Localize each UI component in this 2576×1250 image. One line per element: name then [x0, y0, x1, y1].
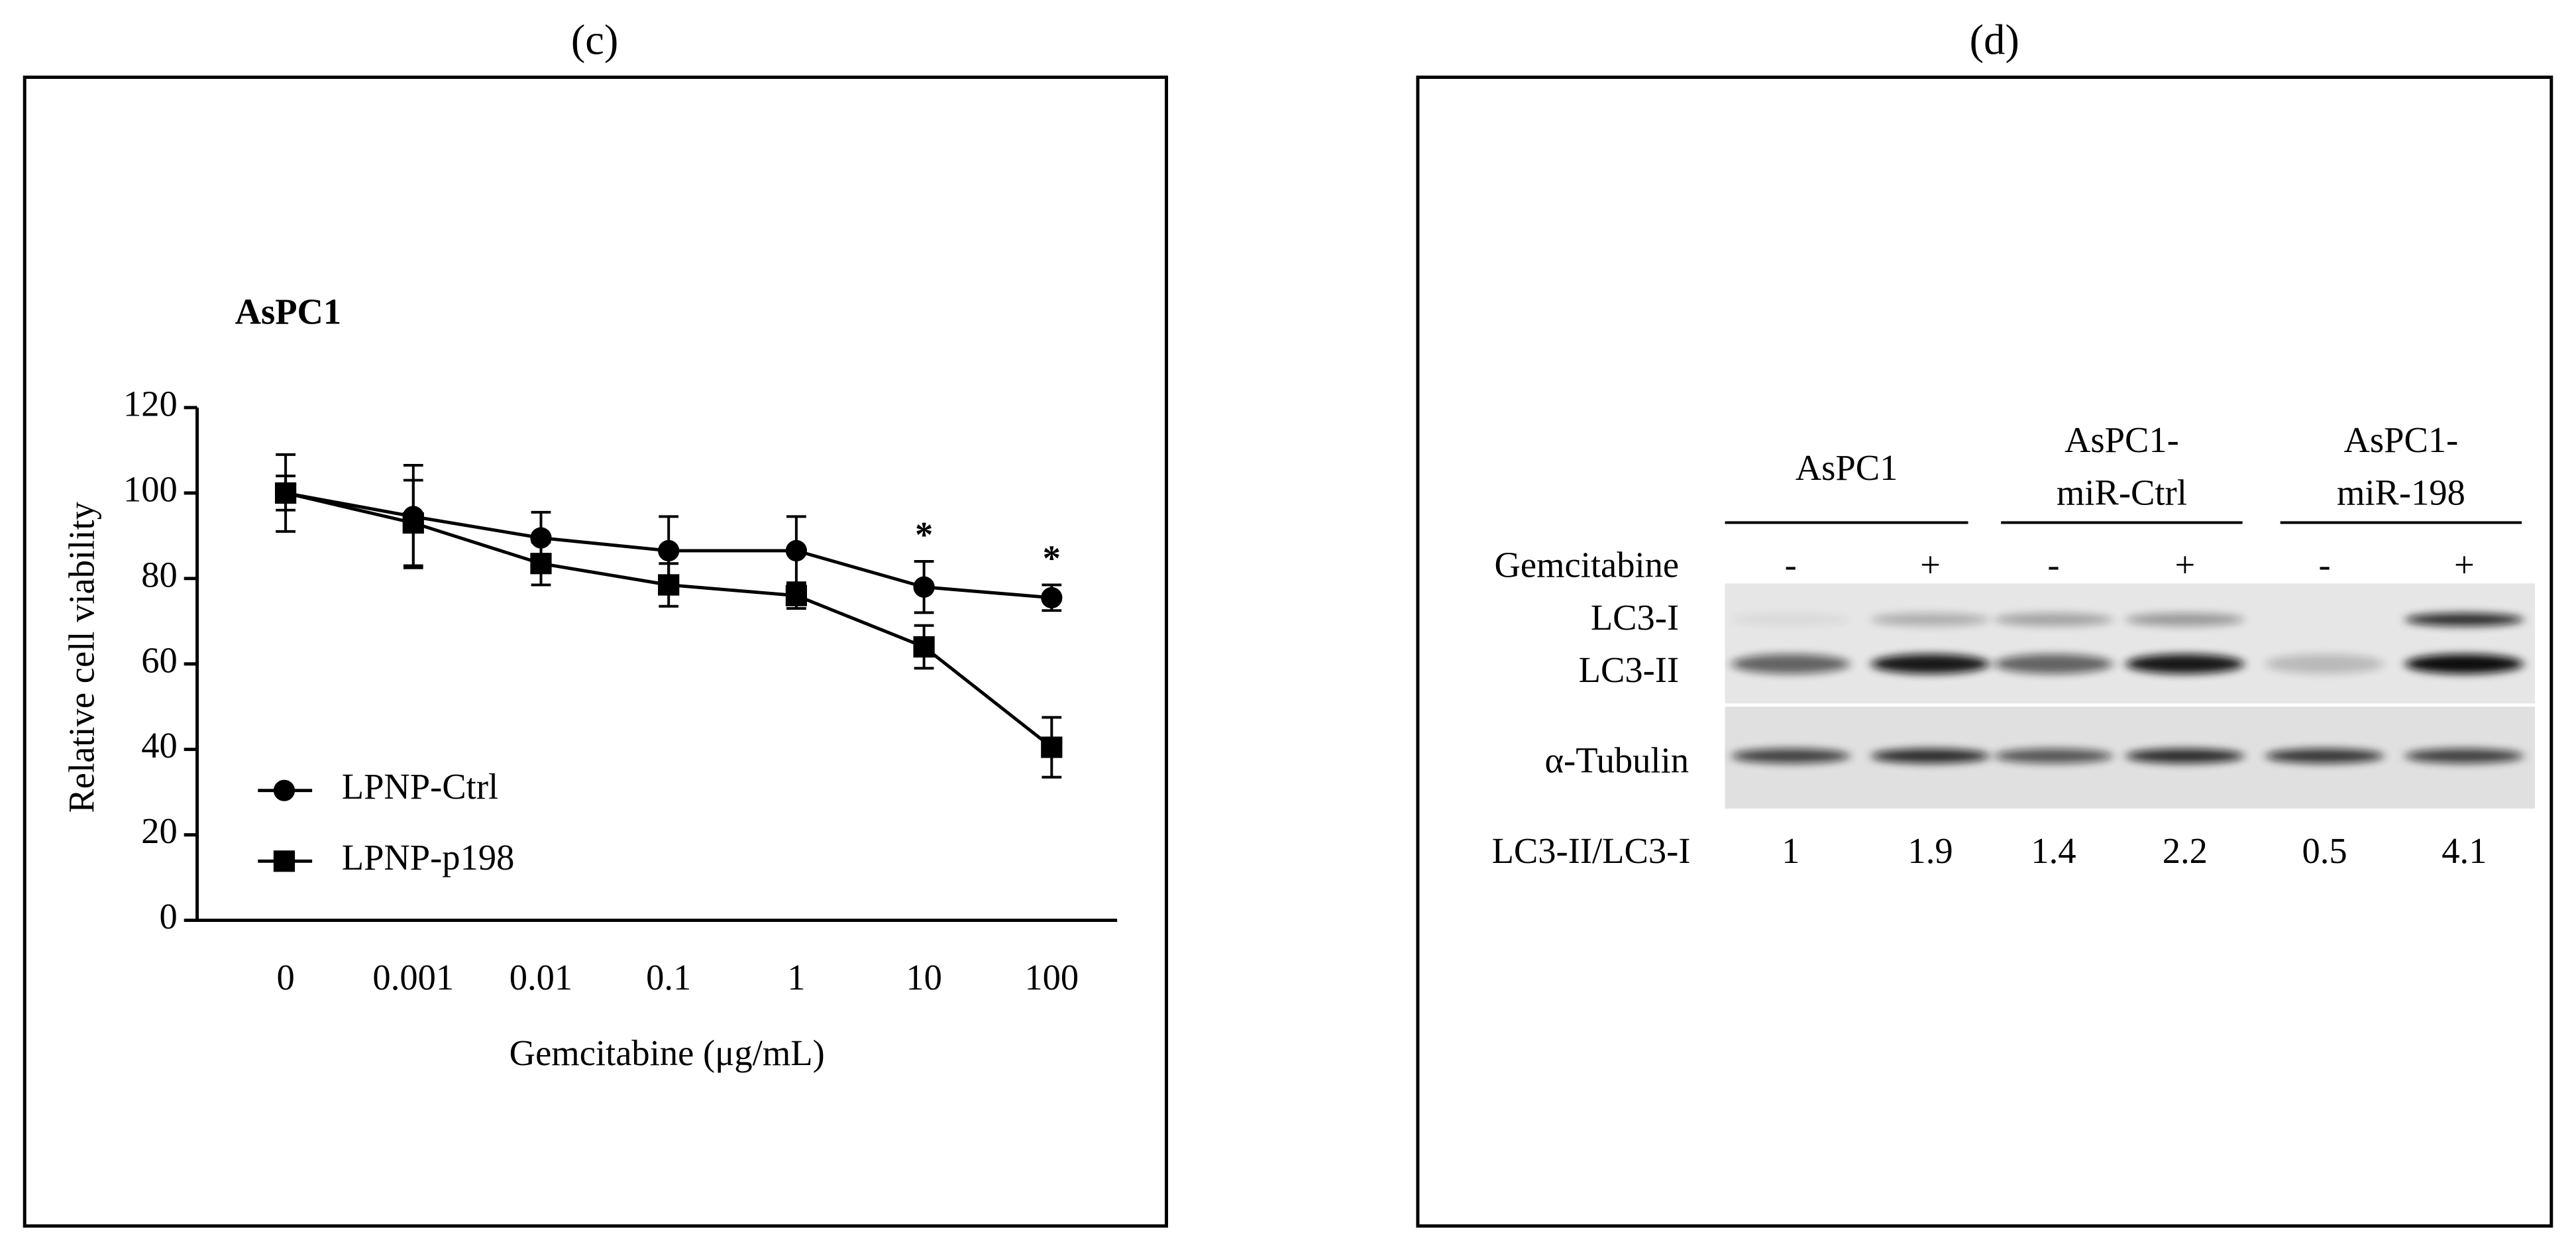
- blot-band: [2125, 653, 2245, 674]
- y-tick-label: 60: [141, 640, 178, 680]
- legend-label: LPNP-Ctrl: [342, 766, 498, 807]
- treatment-sign: -: [2319, 544, 2331, 585]
- treatment-label: Gemcitabine: [1494, 544, 1679, 585]
- annotation: *: [1043, 538, 1061, 578]
- treatment-sign: -: [2047, 544, 2059, 585]
- y-axis-label: Relative cell viability: [61, 501, 101, 813]
- marker: [1041, 587, 1063, 608]
- treatment-sign: +: [1920, 544, 1941, 585]
- panel-frame: [23, 76, 1168, 1228]
- legend-marker: [273, 850, 295, 872]
- y-tick-label: 120: [123, 383, 178, 424]
- blot-band: [2125, 748, 2245, 764]
- blot-band: [2265, 653, 2384, 674]
- group-label: miR-198: [2337, 472, 2465, 512]
- marker: [658, 574, 680, 596]
- panel-label: (d): [1970, 17, 2019, 64]
- x-tick-label: 0.01: [510, 957, 572, 997]
- marker: [530, 553, 552, 575]
- group-label: miR-Ctrl: [2057, 472, 2187, 512]
- blot-band: [1731, 653, 1851, 674]
- ratio-value: 1.4: [2031, 830, 2076, 871]
- ratio-value: 2.2: [2163, 830, 2208, 871]
- annotation: *: [915, 514, 933, 555]
- blot-band: [1994, 612, 2113, 626]
- x-tick-label: 0: [276, 957, 294, 997]
- ratio-value: 1.9: [1907, 830, 1953, 871]
- group-label: AsPC1: [1796, 447, 1898, 488]
- panel-frame: [1416, 76, 2553, 1228]
- blot-band: [1994, 748, 2113, 764]
- legend-label: LPNP-p198: [342, 837, 515, 878]
- marker: [785, 540, 808, 562]
- blot-band: [1731, 748, 1851, 764]
- x-axis-label: Gemcitabine (μg/mL): [510, 1033, 825, 1073]
- marker: [913, 576, 935, 598]
- ratio-value: 1: [1782, 830, 1799, 871]
- blot-band: [2125, 612, 2245, 626]
- blot-band: [1994, 653, 2113, 674]
- band-label: LC3-I: [1591, 597, 1679, 638]
- marker: [785, 585, 808, 606]
- x-tick-label: 0.1: [646, 957, 691, 997]
- x-tick-label: 10: [906, 957, 942, 997]
- ratio-value: 4.1: [2442, 830, 2487, 871]
- marker: [274, 482, 297, 504]
- band-label: α-Tubulin: [1544, 740, 1689, 781]
- group-label: AsPC1-: [2344, 420, 2459, 460]
- blot-membrane: [1725, 583, 2536, 704]
- blot-band: [1871, 653, 1990, 674]
- blot-band: [1731, 612, 1851, 626]
- blot-band: [2405, 748, 2524, 764]
- treatment-sign: -: [1785, 544, 1797, 585]
- ratio-label: LC3-II/LC3-I: [1492, 830, 1691, 871]
- blot-band: [2405, 653, 2524, 674]
- marker: [402, 512, 424, 534]
- y-tick-label: 80: [141, 554, 178, 595]
- y-tick-label: 20: [141, 811, 178, 851]
- x-tick-label: 100: [1024, 957, 1079, 997]
- y-tick-label: 0: [160, 896, 178, 937]
- blot-band: [2405, 612, 2524, 626]
- marker: [658, 540, 680, 562]
- x-tick-label: 0.001: [372, 957, 454, 997]
- blot-band: [1871, 612, 1990, 626]
- band-label: LC3-II: [1579, 650, 1679, 690]
- legend-marker: [273, 779, 295, 801]
- chart-title: AsPC1: [235, 292, 342, 332]
- blot-band: [2265, 748, 2384, 764]
- blot-band: [1871, 748, 1990, 764]
- ratio-value: 0.5: [2302, 830, 2347, 871]
- group-label: AsPC1-: [2065, 420, 2179, 460]
- marker: [913, 636, 935, 658]
- x-tick-label: 1: [787, 957, 805, 997]
- y-tick-label: 100: [123, 469, 178, 509]
- panel-label: (c): [571, 17, 619, 64]
- treatment-sign: +: [2454, 544, 2475, 585]
- marker: [1041, 736, 1063, 758]
- y-tick-label: 40: [141, 725, 178, 766]
- treatment-sign: +: [2174, 544, 2195, 585]
